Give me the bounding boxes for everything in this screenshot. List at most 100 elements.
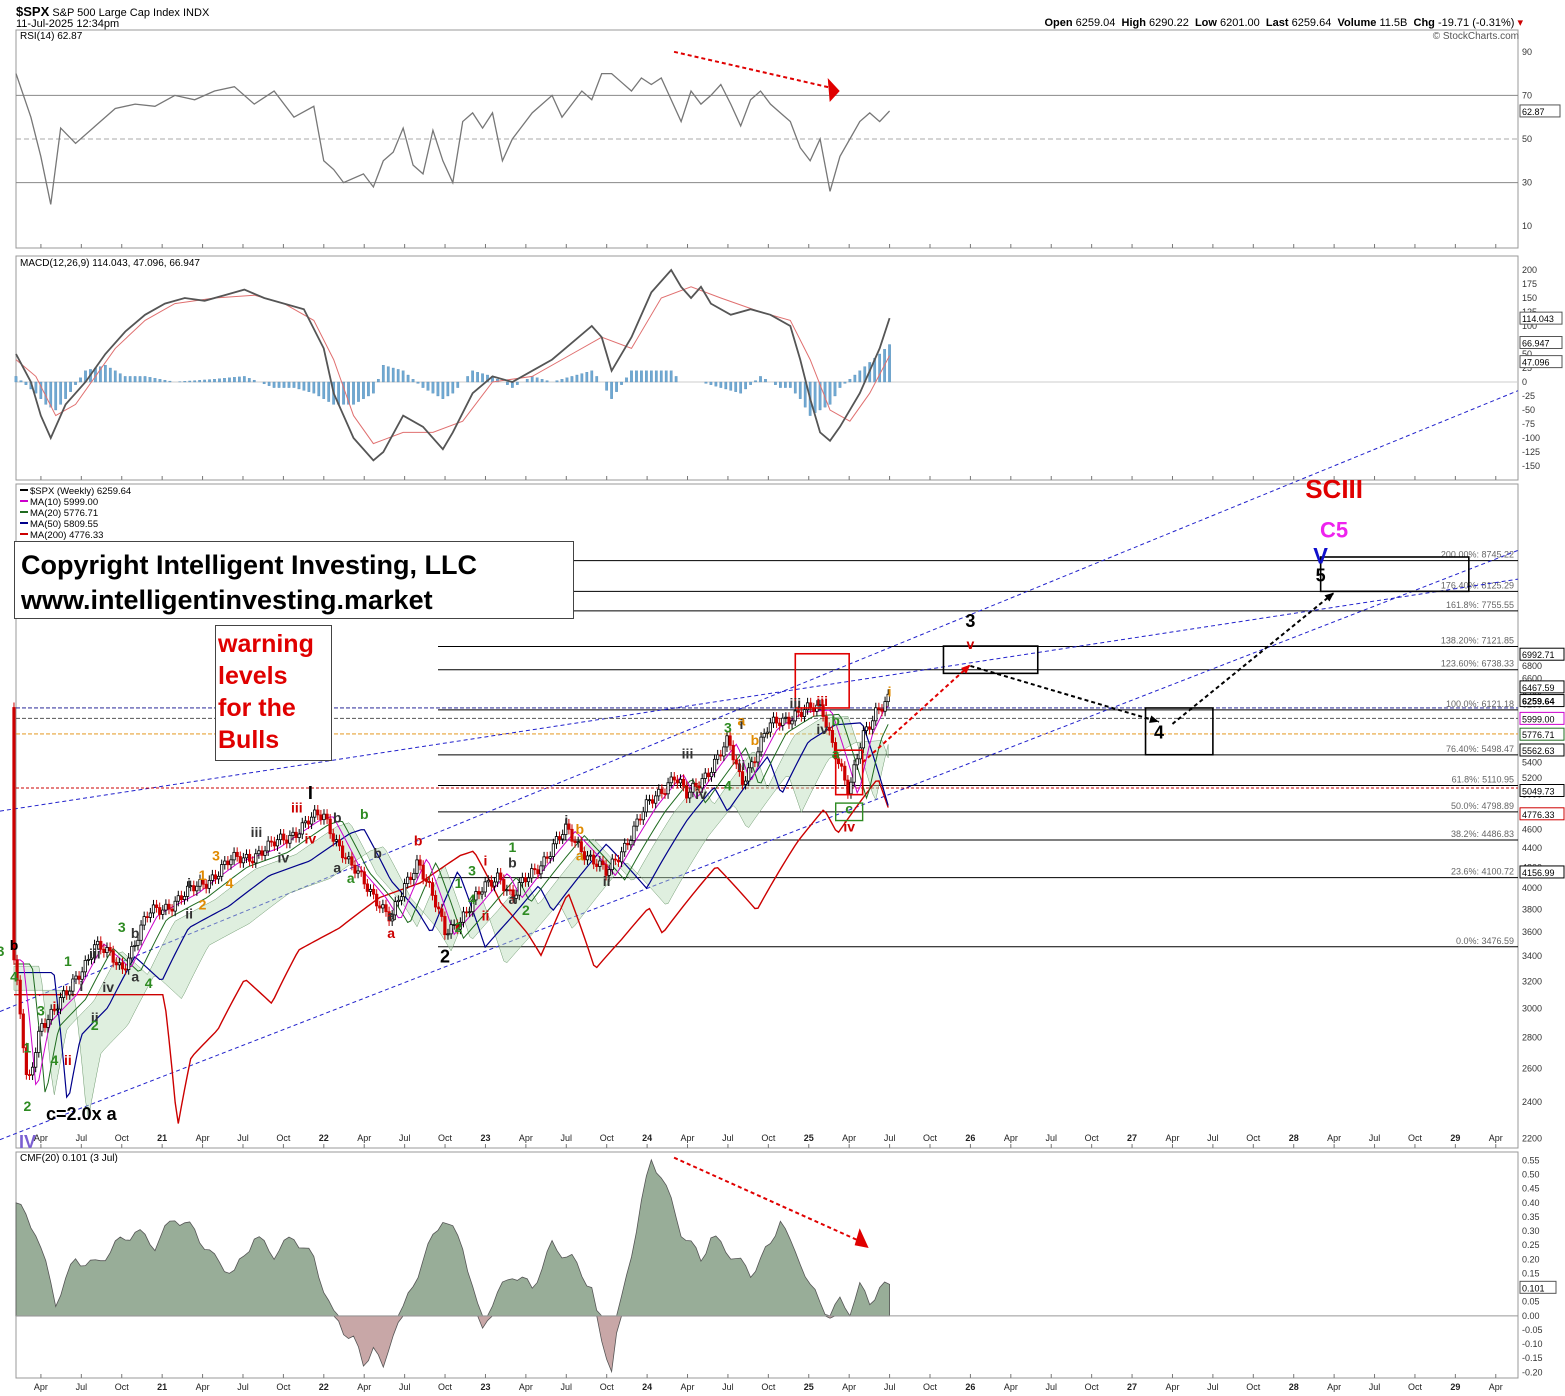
price-candle — [412, 872, 416, 881]
price-candle — [598, 860, 602, 867]
macd-histogram-bar — [610, 381, 613, 399]
fib-level-label: 100.0%: 6121.18 — [1446, 699, 1514, 709]
rsi-last-box — [1519, 104, 1561, 118]
price-tick-label: 3800 — [1522, 905, 1542, 915]
macd-tick-label: 50 — [1522, 349, 1532, 359]
price-candle — [468, 911, 472, 914]
price-candle — [123, 968, 128, 971]
macd-histogram-bar — [223, 378, 226, 383]
macd-histogram-bar — [79, 377, 82, 383]
rsi-title: RSI(14) 62.87 — [20, 31, 83, 42]
price-candle — [365, 883, 369, 892]
price-candle — [108, 947, 112, 952]
x-tick-label: Jul — [399, 1382, 411, 1392]
projection-arrow-down — [970, 664, 1160, 723]
macd-histogram-bar — [317, 381, 321, 397]
wave-label: b — [508, 855, 517, 871]
wave-label: 2 — [455, 919, 463, 935]
wave-label: c=2.0x a — [46, 1104, 118, 1124]
macd-histogram-bar — [292, 381, 296, 388]
price-candle — [204, 883, 208, 889]
price-value-box — [1519, 727, 1565, 741]
price-candle — [514, 894, 518, 899]
macd-histogram-bar — [277, 381, 281, 388]
macd-histogram-bar — [431, 381, 435, 394]
price-candle — [778, 722, 782, 726]
price-candle — [443, 916, 447, 936]
price-candle — [604, 864, 608, 876]
price-candle — [275, 839, 280, 847]
macd-histogram-bar — [818, 381, 822, 411]
price-candle — [567, 823, 571, 830]
macd-histogram-bar — [198, 380, 202, 383]
rsi-line — [15, 72, 891, 205]
x-tick-label: Oct — [115, 1382, 130, 1392]
macd-tick-label: 100 — [1522, 321, 1537, 331]
wave-label: i — [564, 812, 568, 828]
macd-histogram-bar — [282, 381, 286, 388]
price-candle — [37, 1030, 41, 1053]
price-candle — [840, 763, 844, 767]
wave-label: b — [373, 845, 382, 861]
price-tick-label: 6800 — [1522, 661, 1542, 671]
chg-value: -19.71 (-0.31%) — [1437, 17, 1515, 29]
price-candle — [592, 854, 596, 865]
macd-tick-label: -125 — [1522, 447, 1540, 457]
macd-signal-line — [15, 286, 891, 445]
price-candle — [288, 834, 292, 844]
macd-histogram-bar — [535, 377, 539, 383]
wave-label: 3 — [37, 1003, 45, 1019]
price-candle — [344, 857, 348, 860]
price-candle — [629, 840, 633, 846]
price-candle — [368, 888, 373, 892]
macd-histogram-bar — [506, 381, 509, 385]
price-candle — [117, 962, 121, 966]
price-candle — [458, 921, 462, 930]
x-tick-label-price: Jul — [1369, 1133, 1381, 1143]
price-candle — [542, 856, 546, 867]
macd-histogram-bar — [133, 376, 137, 383]
price-candle — [167, 903, 171, 910]
fib-level-label: 76.40%: 5498.47 — [1446, 744, 1514, 754]
warning-line: levels — [218, 662, 288, 690]
macd-histogram-bar — [456, 381, 460, 388]
x-tick-label: 27 — [1127, 1382, 1137, 1392]
x-tick-label-price: Jul — [722, 1133, 734, 1143]
macd-histogram-bar — [744, 381, 747, 390]
macd-histogram-bar — [367, 381, 370, 397]
price-candle — [257, 850, 261, 855]
macd-histogram-bar — [19, 380, 23, 383]
price-candle — [300, 822, 304, 835]
cmf-divergence-arrow — [673, 1156, 864, 1244]
price-candle — [201, 879, 205, 885]
wave-label: 2 — [24, 1098, 32, 1114]
fib-level-label: 200.00%: 8745.22 — [1441, 550, 1514, 560]
macd-histogram-bar — [843, 381, 847, 384]
price-candle — [638, 818, 642, 821]
price-candle — [743, 780, 748, 785]
macd-histogram-bar — [525, 379, 529, 383]
price-candle — [266, 840, 270, 852]
price-candle — [52, 1008, 56, 1011]
price-candle — [319, 814, 323, 821]
price-candle — [30, 1066, 35, 1076]
wave-label: a — [333, 860, 341, 876]
wave-label: V — [1313, 544, 1328, 569]
macd-histogram-bar — [515, 381, 519, 385]
wave-label: a — [387, 908, 395, 924]
cmf-tick-label: -0.05 — [1522, 1325, 1543, 1335]
x-tick-label-price: 29 — [1450, 1133, 1460, 1143]
macd-histogram-bar — [848, 379, 852, 383]
price-candle — [198, 879, 202, 887]
price-candle — [821, 704, 825, 717]
wave-label: 4 — [468, 891, 476, 907]
price-candle — [495, 872, 500, 883]
price-candle — [557, 836, 562, 840]
price-candle — [867, 726, 872, 730]
macd-histogram-bar — [704, 381, 708, 384]
macd-histogram-bar — [555, 380, 559, 383]
x-tick-label: 24 — [642, 1382, 652, 1392]
wave-label: 4 — [226, 875, 234, 891]
rsi-tick-label: 30 — [1522, 178, 1532, 188]
price-candle — [619, 851, 624, 863]
